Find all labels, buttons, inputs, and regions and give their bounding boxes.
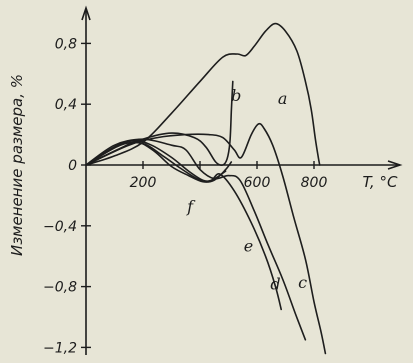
- x-axis-arrow: [387, 160, 403, 170]
- curve-d: [85, 138, 307, 341]
- y-tick-label: 0: [68, 158, 77, 174]
- y-tick-label: 0,4: [55, 97, 77, 113]
- y-tick-label: 0,8: [55, 36, 77, 52]
- curve-label-c: c: [298, 273, 307, 292]
- x-axis-label: T, °C: [363, 173, 398, 191]
- y-axis-arrow: [81, 5, 91, 21]
- curve-label-a: a: [278, 89, 288, 108]
- x-tick-label: 800: [301, 175, 328, 191]
- curve-label-e: e: [244, 237, 253, 256]
- x-tick-label: 200: [130, 175, 157, 191]
- curve-e: [85, 139, 282, 311]
- curve-unlabeled-6: [85, 141, 227, 183]
- curve-c: [85, 122, 327, 355]
- y-axis-label: Изменение размера, %: [8, 74, 26, 256]
- curve-label-b: b: [231, 86, 241, 105]
- curve-a: [85, 22, 321, 166]
- y-tick-label: −1,2: [43, 340, 77, 356]
- x-tick-label: 600: [244, 175, 271, 191]
- y-tick-label: −0,4: [43, 219, 77, 235]
- curve-label-f: f: [186, 197, 196, 216]
- y-tick-label: −0,8: [43, 280, 77, 296]
